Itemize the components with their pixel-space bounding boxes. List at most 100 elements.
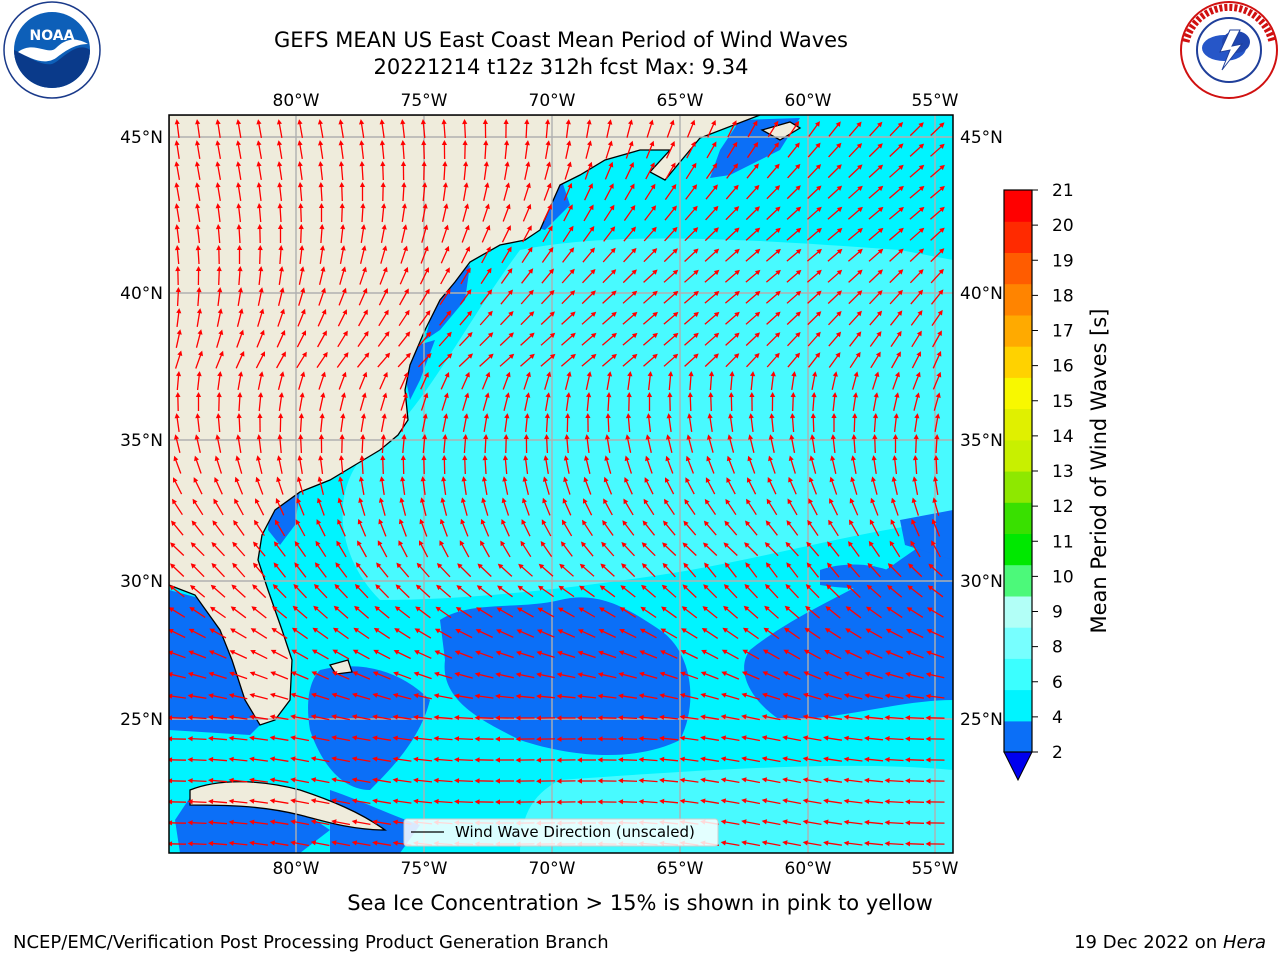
direction-arrow (909, 143, 925, 157)
direction-arrow (559, 563, 574, 577)
direction-arrow (725, 248, 740, 262)
direction-arrow (335, 562, 348, 578)
direction-arrow (747, 477, 757, 495)
direction-arrow (400, 161, 407, 181)
direction-arrow (806, 227, 822, 241)
direction-arrow (476, 585, 493, 598)
direction-arrow (536, 629, 555, 638)
colorbar-tick-label: 10 (1052, 567, 1074, 587)
direction-arrow (925, 820, 945, 826)
direction-arrow (606, 119, 613, 138)
direction-arrow (725, 206, 740, 221)
direction-arrow (911, 518, 920, 537)
direction-arrow (292, 605, 308, 619)
direction-arrow (297, 119, 304, 139)
direction-arrow (436, 563, 451, 578)
direction-arrow (624, 477, 633, 495)
direction-arrow (249, 756, 268, 762)
direction-arrow (745, 332, 760, 346)
direction-arrow (208, 756, 228, 763)
direction-arrow (392, 798, 412, 804)
direction-arrow (459, 289, 472, 305)
direction-arrow (746, 184, 760, 200)
direction-arrow (459, 310, 473, 326)
direction-arrow (212, 520, 225, 536)
direction-arrow (765, 248, 781, 262)
direction-arrow (722, 627, 739, 640)
direction-arrow (216, 266, 222, 286)
direction-arrow (864, 693, 883, 700)
direction-arrow (556, 757, 576, 763)
direction-arrow (829, 476, 838, 495)
direction-arrow (187, 736, 207, 742)
direction-arrow (538, 563, 554, 577)
direction-arrow (377, 352, 391, 368)
direction-arrow (217, 371, 223, 390)
direction-arrow (905, 841, 925, 847)
direction-arrow (215, 119, 221, 138)
direction-arrow (823, 819, 842, 825)
direction-arrow (196, 308, 202, 328)
direction-arrow (372, 840, 392, 846)
direction-arrow (806, 269, 822, 283)
direction-arrow (577, 672, 596, 679)
colorbar-tick-label: 2 (1052, 743, 1063, 763)
direction-arrow (679, 798, 699, 804)
direction-arrow (725, 227, 740, 241)
colorbar-segment (1004, 627, 1032, 659)
direction-arrow (641, 563, 656, 578)
direction-arrow (849, 497, 859, 516)
direction-arrow (394, 628, 411, 639)
direction-arrow (462, 413, 469, 433)
direction-arrow (440, 267, 450, 285)
direction-arrow (256, 119, 263, 139)
direction-arrow (763, 627, 780, 640)
direction-arrow (495, 715, 515, 721)
direction-arrow (232, 562, 246, 578)
direction-arrow (847, 206, 863, 220)
direction-arrow (583, 476, 592, 495)
direction-arrow (277, 224, 284, 243)
direction-arrow (442, 203, 449, 222)
direction-arrow (556, 672, 576, 679)
direction-arrow (290, 735, 310, 742)
direction-arrow (704, 353, 719, 367)
direction-arrow (642, 520, 656, 536)
direction-arrow (802, 756, 822, 763)
direction-arrow (683, 520, 697, 536)
direction-arrow (441, 392, 449, 411)
direction-arrow (333, 627, 349, 640)
direction-arrow (474, 799, 494, 805)
direction-arrow (824, 650, 842, 660)
direction-arrow (766, 163, 780, 179)
direction-arrow (522, 476, 530, 495)
direction-arrow (597, 778, 617, 784)
direction-arrow (721, 649, 739, 660)
direction-arrow (169, 650, 186, 659)
direction-arrow (195, 329, 203, 348)
direction-arrow (684, 498, 696, 515)
direction-arrow (540, 353, 556, 367)
direction-arrow (188, 650, 207, 659)
direction-arrow (745, 269, 761, 283)
direction-arrow (482, 392, 490, 411)
direction-arrow (337, 330, 348, 348)
direction-arrow (515, 672, 535, 679)
direction-arrow (872, 434, 878, 454)
direction-arrow (708, 392, 714, 412)
direction-arrow (442, 182, 448, 201)
direction-arrow (208, 693, 227, 700)
direction-arrow (700, 798, 720, 804)
direction-arrow (663, 353, 679, 367)
direction-arrow (926, 650, 945, 659)
direction-arrow (277, 287, 285, 306)
direction-arrow (311, 649, 329, 660)
direction-arrow (297, 455, 303, 475)
direction-arrow (684, 248, 699, 262)
direction-arrow (679, 777, 699, 783)
direction-arrow (868, 164, 884, 178)
direction-arrow (541, 290, 555, 305)
direction-arrow (419, 288, 430, 306)
direction-arrow (495, 736, 514, 742)
direction-arrow (339, 182, 345, 202)
